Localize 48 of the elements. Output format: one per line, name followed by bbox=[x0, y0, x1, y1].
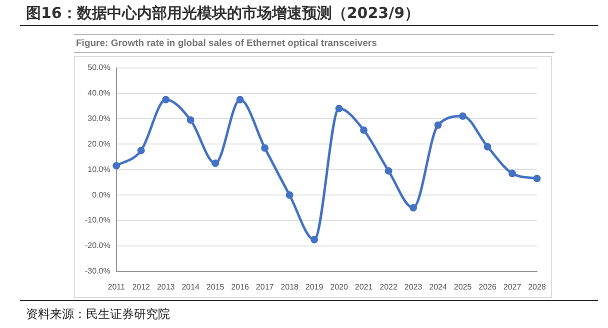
point bbox=[261, 144, 269, 152]
point bbox=[533, 174, 541, 182]
point bbox=[212, 159, 220, 167]
y-tick-label: -10.0% bbox=[84, 216, 110, 225]
point bbox=[236, 96, 244, 104]
point bbox=[508, 170, 516, 178]
x-tick-label: 2022 bbox=[380, 282, 398, 292]
point bbox=[335, 104, 343, 112]
x-tick-label: 2015 bbox=[206, 282, 225, 292]
x-tick-label: 2027 bbox=[503, 282, 522, 292]
x-tick-label: 2016 bbox=[231, 282, 250, 292]
y-tick-label: -30.0% bbox=[84, 266, 110, 276]
x-tick-label: 2013 bbox=[156, 282, 176, 292]
y-tick-label: 40.0% bbox=[88, 88, 110, 98]
chart-subtitle: Figure: Growth rate in global sales of Ethernet optical transceivers bbox=[74, 34, 554, 53]
x-tick-label: 2012 bbox=[132, 282, 151, 292]
point bbox=[484, 142, 492, 150]
point bbox=[286, 191, 294, 199]
x-tick-label: 2025 bbox=[454, 282, 472, 292]
point bbox=[162, 96, 170, 104]
y-tick-label: 30.0% bbox=[88, 114, 110, 123]
point bbox=[137, 146, 145, 154]
x-tick-label: 2017 bbox=[256, 282, 274, 292]
chart-title: 图16：数据中心内部用光模块的市场增速预测（2023/9） bbox=[26, 4, 420, 23]
point bbox=[459, 112, 467, 120]
y-tick-label: -20.0% bbox=[84, 241, 110, 250]
x-tick-label: 2020 bbox=[330, 282, 348, 292]
point bbox=[434, 121, 442, 129]
x-tick-label: 2018 bbox=[280, 282, 300, 292]
point bbox=[112, 162, 120, 170]
y-tick-label: 0.0% bbox=[92, 190, 110, 200]
x-tick-label: 2026 bbox=[478, 282, 497, 292]
x-tick-label: 2019 bbox=[305, 282, 324, 292]
point bbox=[186, 116, 194, 124]
y-tick-label: 20.0% bbox=[88, 139, 110, 148]
x-tick-label: 2014 bbox=[182, 282, 200, 292]
x-tick-label: 2024 bbox=[429, 282, 448, 292]
x-tick-label: 2021 bbox=[354, 282, 374, 292]
x-tick-label: 2023 bbox=[404, 282, 423, 292]
point bbox=[384, 167, 392, 175]
point bbox=[310, 236, 318, 244]
y-tick-label: 10.0% bbox=[88, 164, 110, 174]
point bbox=[410, 204, 418, 212]
x-tick-label: 2011 bbox=[108, 282, 126, 292]
point bbox=[360, 126, 368, 134]
y-tick-label: 50.0% bbox=[88, 63, 110, 72]
text: 资料来源：民生证券研究院 bbox=[26, 306, 170, 323]
x-tick-label: 2028 bbox=[528, 282, 546, 292]
